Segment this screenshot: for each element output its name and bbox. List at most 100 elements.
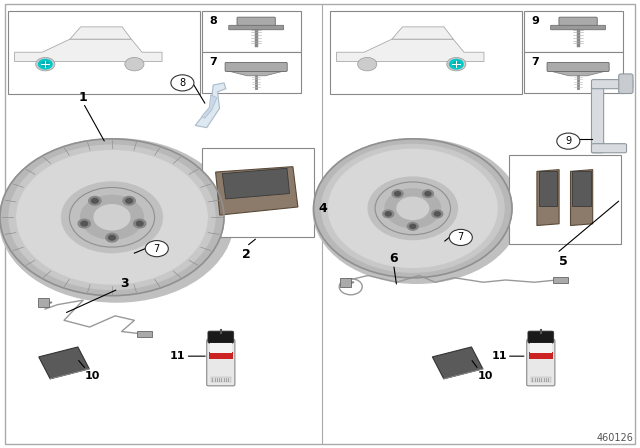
Polygon shape [572, 171, 591, 206]
Text: 3: 3 [120, 277, 129, 290]
Circle shape [17, 151, 207, 284]
FancyBboxPatch shape [225, 62, 287, 71]
Circle shape [450, 60, 463, 69]
Circle shape [447, 57, 466, 71]
Text: 7: 7 [531, 57, 540, 67]
Circle shape [321, 144, 504, 272]
Circle shape [136, 221, 143, 226]
Circle shape [557, 133, 580, 149]
Circle shape [78, 219, 90, 228]
Circle shape [314, 139, 512, 278]
Circle shape [69, 187, 155, 247]
Polygon shape [537, 170, 559, 225]
Circle shape [89, 197, 101, 205]
Circle shape [407, 223, 419, 230]
Circle shape [410, 224, 416, 228]
Polygon shape [392, 27, 453, 39]
Polygon shape [15, 39, 162, 61]
FancyBboxPatch shape [559, 17, 597, 26]
FancyBboxPatch shape [207, 340, 235, 386]
Circle shape [81, 195, 143, 239]
Circle shape [358, 57, 377, 71]
Circle shape [328, 149, 497, 267]
FancyBboxPatch shape [591, 144, 627, 153]
Ellipse shape [312, 138, 521, 284]
Circle shape [61, 182, 163, 253]
FancyBboxPatch shape [591, 80, 633, 89]
Polygon shape [539, 171, 557, 206]
FancyBboxPatch shape [202, 148, 314, 237]
Circle shape [383, 210, 394, 218]
FancyBboxPatch shape [530, 343, 552, 353]
Polygon shape [433, 347, 483, 379]
FancyBboxPatch shape [529, 352, 553, 359]
FancyBboxPatch shape [137, 331, 152, 337]
FancyBboxPatch shape [509, 155, 621, 244]
Circle shape [425, 192, 431, 196]
Circle shape [422, 190, 433, 198]
Circle shape [134, 219, 146, 228]
Circle shape [125, 57, 144, 71]
FancyBboxPatch shape [524, 11, 623, 52]
FancyBboxPatch shape [228, 25, 284, 30]
Ellipse shape [0, 138, 234, 303]
Circle shape [432, 210, 443, 218]
Text: 1: 1 [79, 91, 88, 104]
Text: 11: 11 [170, 351, 186, 361]
Circle shape [109, 235, 115, 240]
Text: 10: 10 [477, 371, 493, 381]
FancyBboxPatch shape [202, 11, 301, 52]
Text: 9: 9 [565, 136, 572, 146]
Circle shape [453, 62, 460, 66]
Circle shape [36, 57, 55, 71]
Polygon shape [222, 168, 289, 199]
Circle shape [125, 198, 132, 203]
Circle shape [368, 177, 458, 240]
Text: 460126: 460126 [596, 433, 634, 443]
FancyBboxPatch shape [528, 331, 554, 343]
Text: 4: 4 [319, 202, 328, 215]
Circle shape [106, 233, 118, 242]
Circle shape [375, 182, 451, 235]
Circle shape [397, 197, 429, 220]
Text: 9: 9 [531, 16, 540, 26]
Polygon shape [216, 167, 298, 215]
Circle shape [69, 187, 155, 247]
Text: 6: 6 [389, 252, 398, 266]
Text: 10: 10 [85, 371, 100, 381]
Circle shape [0, 139, 224, 296]
Circle shape [145, 241, 168, 257]
Circle shape [42, 62, 49, 66]
FancyBboxPatch shape [553, 277, 568, 283]
Circle shape [94, 205, 130, 230]
FancyBboxPatch shape [208, 331, 234, 343]
FancyBboxPatch shape [550, 25, 605, 30]
FancyBboxPatch shape [531, 377, 550, 382]
Text: 7: 7 [154, 244, 160, 254]
Circle shape [123, 197, 135, 205]
FancyBboxPatch shape [547, 62, 609, 71]
Circle shape [435, 212, 440, 216]
FancyBboxPatch shape [330, 11, 522, 94]
FancyBboxPatch shape [340, 278, 351, 287]
Text: 8: 8 [209, 16, 218, 26]
Polygon shape [337, 39, 484, 61]
Circle shape [385, 212, 391, 216]
Text: 8: 8 [179, 78, 186, 88]
Circle shape [171, 75, 194, 91]
FancyBboxPatch shape [619, 74, 633, 94]
Polygon shape [227, 70, 286, 76]
Polygon shape [202, 95, 217, 118]
Polygon shape [570, 170, 593, 225]
Circle shape [81, 221, 88, 226]
Circle shape [395, 192, 401, 196]
Text: 7: 7 [209, 57, 218, 67]
Polygon shape [39, 347, 89, 379]
FancyBboxPatch shape [8, 11, 200, 94]
FancyBboxPatch shape [527, 340, 555, 386]
FancyBboxPatch shape [524, 52, 623, 93]
Circle shape [92, 198, 99, 203]
Circle shape [375, 182, 451, 235]
FancyBboxPatch shape [210, 343, 232, 353]
FancyBboxPatch shape [211, 377, 230, 382]
